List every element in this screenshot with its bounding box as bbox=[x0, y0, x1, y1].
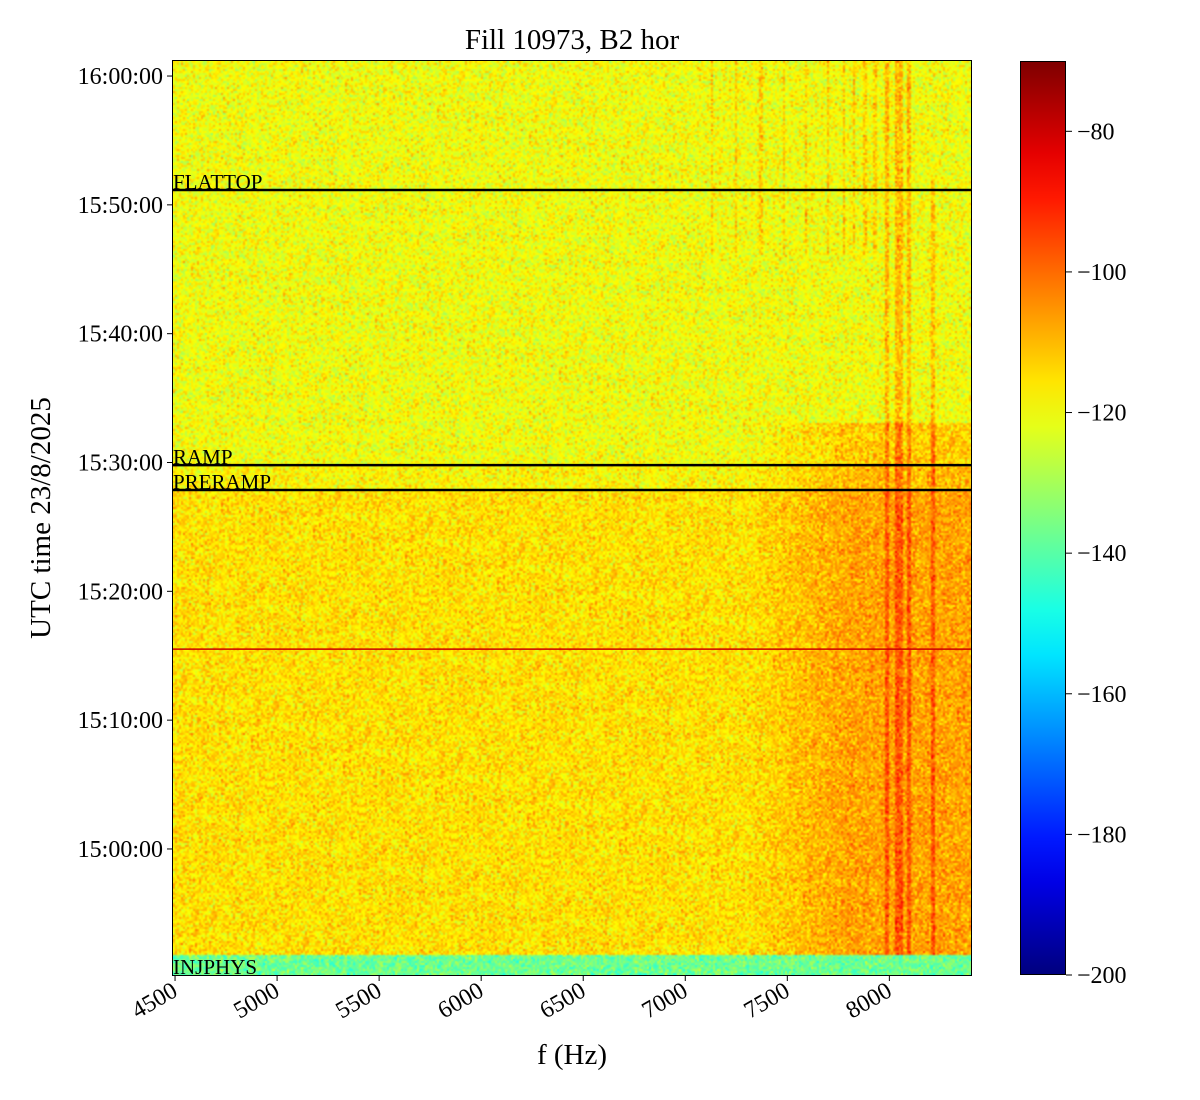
y-tick-label: 15:00:00 bbox=[78, 837, 163, 863]
annotation-label-ramp: RAMP bbox=[173, 445, 233, 469]
annotation-label-flattop: FLATTOP bbox=[173, 170, 262, 194]
colorbar-tick-label: −200 bbox=[1077, 963, 1127, 989]
chart-title: Fill 10973, B2 hor bbox=[464, 24, 680, 56]
colorbar-tick-label: −80 bbox=[1077, 119, 1115, 145]
x-tick-label: 7500 bbox=[740, 978, 795, 1025]
spectrogram-heatmap bbox=[173, 61, 971, 975]
colorbar-tick-label: −160 bbox=[1077, 682, 1127, 708]
x-tick-label: 4500 bbox=[127, 978, 182, 1025]
x-tick-label: 6500 bbox=[536, 978, 591, 1025]
x-tick-label: 5000 bbox=[230, 978, 285, 1025]
colorbar-tick-label: −140 bbox=[1077, 541, 1127, 567]
y-axis-label: UTC time 23/8/2025 bbox=[25, 397, 57, 639]
x-tick-label: 7000 bbox=[638, 978, 693, 1025]
x-tick-label: 6000 bbox=[434, 978, 489, 1025]
colorbar bbox=[1020, 61, 1066, 975]
spectrogram-plot-area bbox=[173, 61, 971, 975]
y-tick-label: 15:30:00 bbox=[78, 450, 163, 476]
x-axis-label: f (Hz) bbox=[537, 1039, 607, 1071]
colorbar-tick-label: −180 bbox=[1077, 822, 1127, 848]
y-tick-label: 15:20:00 bbox=[78, 579, 163, 605]
x-tick-label: 8000 bbox=[842, 978, 897, 1025]
annotation-label-preramp: PRERAMP bbox=[173, 470, 271, 494]
y-tick-label: 16:00:00 bbox=[78, 64, 163, 90]
y-tick-label: 15:50:00 bbox=[78, 193, 163, 219]
y-tick-label: 15:10:00 bbox=[78, 708, 163, 734]
colorbar-tick-label: −100 bbox=[1077, 260, 1127, 286]
colorbar-tick-label: −120 bbox=[1077, 401, 1127, 427]
y-tick-label: 15:40:00 bbox=[78, 322, 163, 348]
annotation-label-injphys: INJPHYS bbox=[173, 955, 257, 979]
x-tick-label: 5500 bbox=[332, 978, 387, 1025]
